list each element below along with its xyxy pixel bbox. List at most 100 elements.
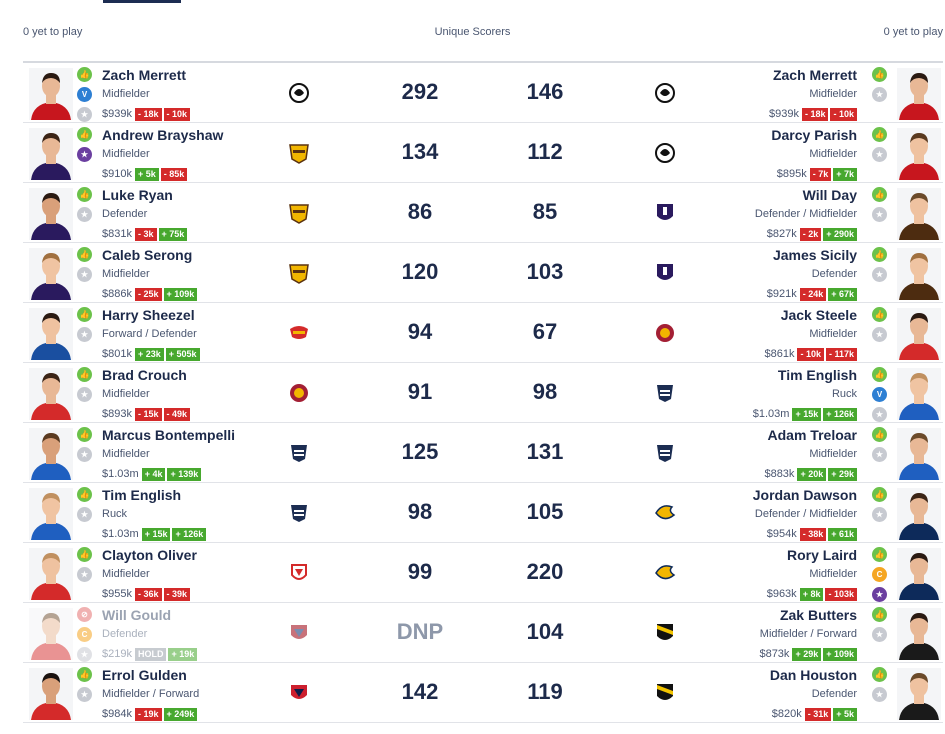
- star-icon[interactable]: ★: [77, 207, 92, 222]
- thumbs-up-icon[interactable]: 👍: [872, 367, 887, 382]
- star-icon[interactable]: ★: [872, 447, 887, 462]
- thumbs-up-icon[interactable]: 👍: [872, 307, 887, 322]
- thumbs-up-icon[interactable]: 👍: [872, 427, 887, 442]
- star-icon[interactable]: ★: [77, 387, 92, 402]
- player-name[interactable]: Marcus Bontempelli: [102, 427, 236, 443]
- player-name[interactable]: Errol Gulden: [102, 667, 187, 683]
- player-name[interactable]: Zach Merrett: [772, 67, 857, 83]
- price-change-season: - 103k: [825, 587, 857, 601]
- thumbs-up-icon[interactable]: 👍: [872, 187, 887, 202]
- player-position: Midfielder: [102, 388, 150, 400]
- right-player-score: 112: [527, 139, 563, 164]
- star-icon[interactable]: ★: [872, 687, 887, 702]
- player-price: $954k: [766, 528, 797, 540]
- thumbs-up-icon[interactable]: 👍: [872, 547, 887, 562]
- price-change-season: + 109k: [823, 647, 857, 661]
- thumbs-up-icon[interactable]: 👍: [872, 487, 887, 502]
- player-info: James Sicily Defender $921k - 24k + 67k: [657, 247, 857, 301]
- star-icon[interactable]: ★: [77, 507, 92, 522]
- price-change-season: - 10k: [830, 107, 857, 121]
- not-playing-icon[interactable]: ⊘: [77, 607, 92, 622]
- star-icon[interactable]: ★: [872, 147, 887, 162]
- thumbs-up-icon[interactable]: 👍: [872, 67, 887, 82]
- vice-captain-icon[interactable]: V: [77, 87, 92, 102]
- matchup-row: 👍 ★ Errol Gulden Midfielder / Forward $984k -…: [23, 663, 943, 723]
- player-name[interactable]: Rory Laird: [786, 547, 857, 563]
- player-price: $861k: [764, 348, 795, 360]
- player-name[interactable]: Will Gould: [102, 607, 172, 623]
- star-icon[interactable]: ★: [872, 627, 887, 642]
- player-avatar: [29, 668, 73, 720]
- thumbs-up-icon[interactable]: 👍: [77, 487, 92, 502]
- captain-icon[interactable]: C: [872, 567, 887, 582]
- player-name[interactable]: Will Day: [802, 187, 857, 203]
- emergency-star-icon[interactable]: ★: [872, 587, 887, 602]
- star-icon[interactable]: ★: [872, 507, 887, 522]
- player-name[interactable]: Caleb Serong: [102, 247, 193, 263]
- player-name[interactable]: Luke Ryan: [102, 187, 173, 203]
- player-name[interactable]: Dan Houston: [769, 667, 857, 683]
- vice-captain-icon[interactable]: V: [872, 387, 887, 402]
- right-player-score: 105: [526, 499, 564, 524]
- star-icon[interactable]: ★: [872, 267, 887, 282]
- star-icon[interactable]: ★: [872, 327, 887, 342]
- price-change-season: + 67k: [828, 287, 857, 301]
- thumbs-up-icon[interactable]: 👍: [872, 247, 887, 262]
- star-icon[interactable]: ★: [77, 267, 92, 282]
- player-name[interactable]: Darcy Parish: [771, 127, 857, 143]
- player-price-row: $831k - 3k + 75k: [102, 227, 302, 241]
- star-icon[interactable]: ★: [77, 107, 92, 122]
- player-price-row: $873k + 29k + 109k: [657, 647, 857, 661]
- player-name[interactable]: Jordan Dawson: [752, 487, 857, 503]
- thumbs-up-icon[interactable]: 👍: [77, 247, 92, 262]
- price-change-season: + 5k: [833, 707, 857, 721]
- player-info: Adam Treloar Midfielder $883k + 20k + 29k: [657, 427, 857, 481]
- thumbs-up-icon[interactable]: 👍: [77, 547, 92, 562]
- star-icon[interactable]: ★: [77, 327, 92, 342]
- star-icon[interactable]: ★: [872, 407, 887, 422]
- player-name[interactable]: Harry Sheezel: [102, 307, 195, 323]
- thumbs-up-icon[interactable]: 👍: [77, 187, 92, 202]
- player-name[interactable]: Clayton Oliver: [102, 547, 197, 563]
- player-name[interactable]: Andrew Brayshaw: [102, 127, 224, 143]
- right-player-score: 146: [526, 79, 564, 104]
- thumbs-up-icon[interactable]: 👍: [872, 127, 887, 142]
- player-price: $827k: [766, 228, 797, 240]
- player-name[interactable]: Brad Crouch: [102, 367, 187, 383]
- star-icon[interactable]: ★: [77, 447, 92, 462]
- player-price: $1.03m: [102, 528, 139, 540]
- player-price-row: $827k - 2k + 290k: [657, 227, 857, 241]
- player-name[interactable]: James Sicily: [772, 247, 857, 263]
- star-icon[interactable]: ★: [77, 567, 92, 582]
- star-icon[interactable]: ★: [872, 207, 887, 222]
- star-icon[interactable]: ★: [77, 687, 92, 702]
- player-name[interactable]: Jack Steele: [780, 307, 857, 323]
- thumbs-up-icon[interactable]: 👍: [77, 367, 92, 382]
- captain-icon[interactable]: C: [77, 627, 92, 642]
- thumbs-up-icon[interactable]: 👍: [77, 127, 92, 142]
- thumbs-up-icon[interactable]: 👍: [872, 607, 887, 622]
- player-status-icons: 👍 ★: [77, 487, 93, 527]
- player-status-icons: 👍 C ★: [872, 547, 888, 607]
- star-icon[interactable]: ★: [77, 647, 92, 662]
- thumbs-up-icon[interactable]: 👍: [872, 667, 887, 682]
- thumbs-up-icon[interactable]: 👍: [77, 307, 92, 322]
- star-icon[interactable]: ★: [872, 87, 887, 102]
- player-status-icons: 👍 ★: [872, 127, 888, 167]
- price-change-round: + 29k: [792, 647, 822, 661]
- unique-scorers-label: Unique Scorers: [434, 26, 511, 38]
- player-name[interactable]: Zak Butters: [779, 607, 857, 623]
- player-position: Midfielder: [809, 88, 857, 100]
- player-name[interactable]: Tim English: [777, 367, 857, 383]
- thumbs-up-icon[interactable]: 👍: [77, 427, 92, 442]
- player-name[interactable]: Tim English: [102, 487, 182, 503]
- emergency-star-icon[interactable]: ★: [77, 147, 92, 162]
- price-change-season: + 249k: [163, 707, 198, 721]
- thumbs-up-icon[interactable]: 👍: [77, 67, 92, 82]
- player-price-row: $910k + 5k - 85k: [102, 167, 302, 181]
- player-price-row: $984k - 19k + 249k: [102, 707, 302, 721]
- thumbs-up-icon[interactable]: 👍: [77, 667, 92, 682]
- player-price-row: $883k + 20k + 29k: [657, 467, 857, 481]
- player-name[interactable]: Zach Merrett: [102, 67, 187, 83]
- player-name[interactable]: Adam Treloar: [767, 427, 857, 443]
